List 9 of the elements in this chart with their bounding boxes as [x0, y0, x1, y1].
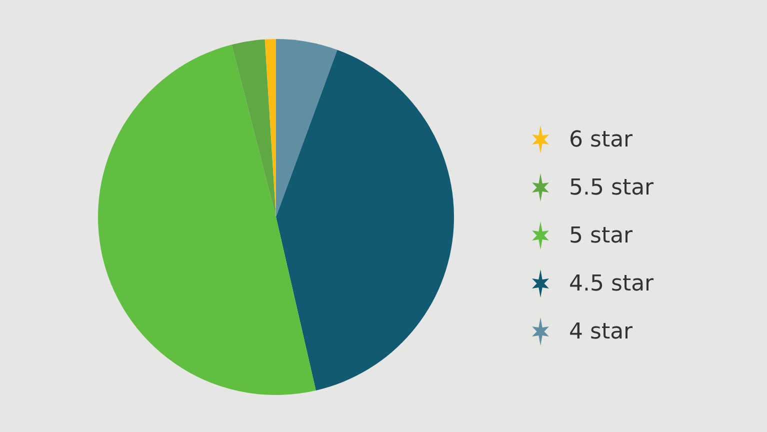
legend-label: 5 star: [569, 224, 634, 248]
pie-slice: [98, 44, 316, 395]
legend-label: 5.5 star: [569, 176, 655, 200]
pie-slice: [276, 50, 454, 390]
pie-slice: [276, 39, 338, 217]
legend-label: 4 star: [569, 320, 634, 344]
legend-label: 6 star: [569, 128, 634, 152]
pie-slice: [232, 39, 276, 217]
legend-label: 4.5 star: [569, 272, 655, 296]
